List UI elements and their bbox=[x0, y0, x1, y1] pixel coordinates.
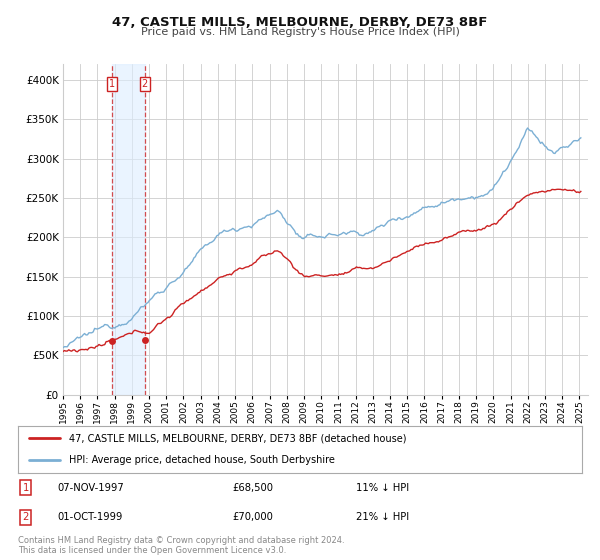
Text: HPI: Average price, detached house, South Derbyshire: HPI: Average price, detached house, Sout… bbox=[69, 455, 335, 465]
Text: 2: 2 bbox=[142, 79, 148, 89]
Text: £70,000: £70,000 bbox=[232, 512, 273, 522]
Text: £68,500: £68,500 bbox=[232, 483, 274, 493]
Bar bbox=[112, 64, 145, 395]
Text: 47, CASTLE MILLS, MELBOURNE, DERBY, DE73 8BF: 47, CASTLE MILLS, MELBOURNE, DERBY, DE73… bbox=[112, 16, 488, 29]
Text: Contains HM Land Registry data © Crown copyright and database right 2024.: Contains HM Land Registry data © Crown c… bbox=[18, 536, 344, 545]
Text: 2: 2 bbox=[23, 512, 29, 522]
Text: 01-OCT-1999: 01-OCT-1999 bbox=[58, 512, 123, 522]
Text: 47, CASTLE MILLS, MELBOURNE, DERBY, DE73 8BF (detached house): 47, CASTLE MILLS, MELBOURNE, DERBY, DE73… bbox=[69, 433, 406, 444]
Text: 11% ↓ HPI: 11% ↓ HPI bbox=[356, 483, 410, 493]
Text: Price paid vs. HM Land Registry's House Price Index (HPI): Price paid vs. HM Land Registry's House … bbox=[140, 27, 460, 37]
Text: 07-NOV-1997: 07-NOV-1997 bbox=[58, 483, 124, 493]
Text: 1: 1 bbox=[23, 483, 29, 493]
Text: 1: 1 bbox=[109, 79, 115, 89]
Text: This data is licensed under the Open Government Licence v3.0.: This data is licensed under the Open Gov… bbox=[18, 546, 286, 555]
Text: 21% ↓ HPI: 21% ↓ HPI bbox=[356, 512, 410, 522]
